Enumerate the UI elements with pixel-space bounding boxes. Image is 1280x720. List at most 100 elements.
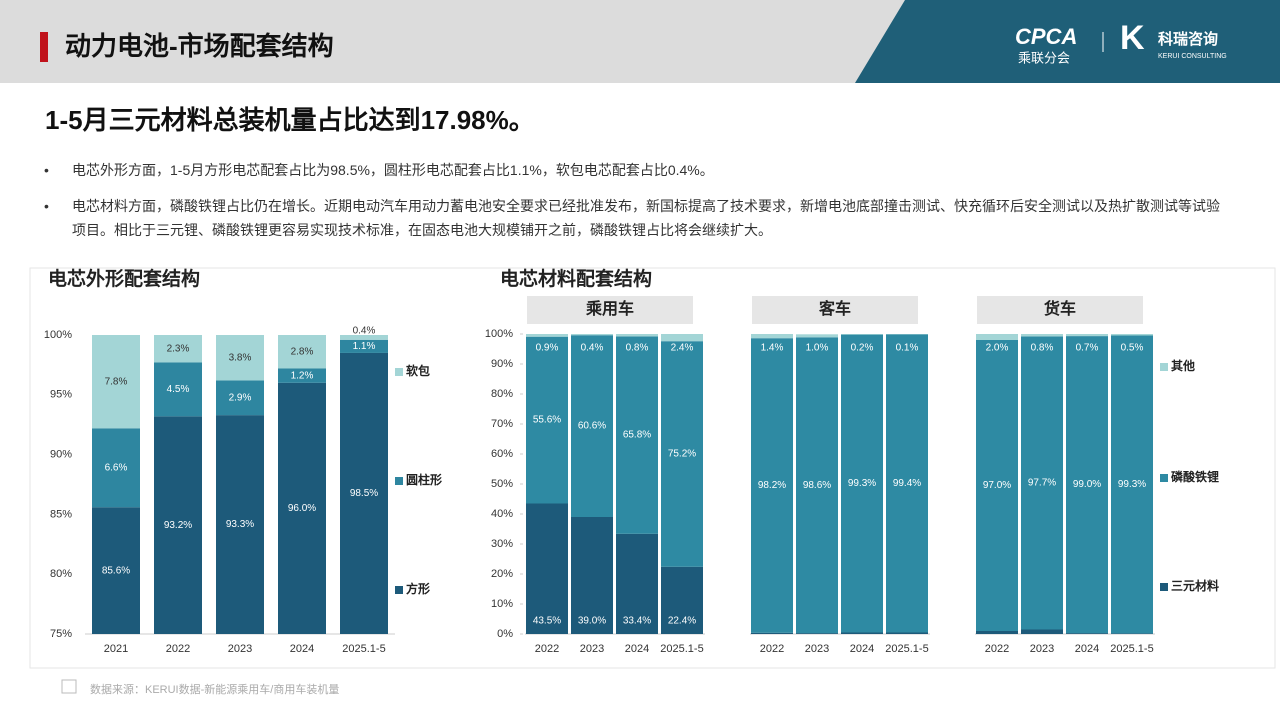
bar-segment: [661, 334, 703, 342]
y-tick-label: 20%: [491, 568, 513, 580]
legend-swatch: [1160, 474, 1168, 482]
value-label: 99.3%: [848, 478, 876, 489]
value-label: 0.8%: [626, 343, 649, 354]
value-label: 60.6%: [578, 421, 606, 432]
bar-segment: [616, 336, 658, 534]
bar-segment: [1111, 335, 1153, 634]
bar-segment: [1021, 334, 1063, 337]
value-label: 2.4%: [671, 343, 694, 354]
value-label: 93.3%: [226, 519, 254, 530]
panel-header: [977, 296, 1143, 324]
bar-segment: [340, 352, 388, 634]
bar-segment: [154, 416, 202, 634]
bar-segment: [526, 334, 568, 337]
value-label: 99.3%: [1118, 479, 1146, 490]
bar-segment: [154, 335, 202, 363]
value-label: 65.8%: [623, 430, 651, 441]
legend-swatch: [1160, 583, 1168, 591]
bar-segment: [216, 415, 264, 634]
bar-segment: [278, 382, 326, 634]
value-label: 1.1%: [353, 341, 376, 352]
value-label: 2.0%: [986, 343, 1009, 354]
legend-label: 三元材料: [1171, 578, 1219, 593]
bar-segment: [278, 335, 326, 369]
value-label: 39.0%: [578, 616, 606, 627]
value-label: 2.9%: [229, 392, 252, 403]
logo-sub: 乘联分会: [1018, 50, 1070, 65]
x-tick-label: 2022: [985, 643, 1009, 655]
panel-header: [752, 296, 918, 324]
x-tick-label: 2023: [580, 643, 604, 655]
headline: 1-5月三元材料总装机量占比达到17.98%。: [45, 105, 535, 135]
chart-title: 电芯外形配套结构: [48, 267, 200, 290]
y-tick-label: 90%: [491, 358, 513, 370]
y-tick-label: 80%: [491, 388, 513, 400]
bar-segment: [1021, 336, 1063, 630]
x-tick-label: 2024: [1075, 643, 1099, 655]
y-tick-label: 80%: [50, 568, 72, 580]
bar-segment: [92, 428, 140, 508]
bar-segment: [526, 503, 568, 634]
source-icon: [61, 679, 77, 694]
value-label: 0.7%: [1076, 343, 1099, 354]
bar-segment: [216, 380, 264, 416]
bar-segment: [526, 336, 568, 504]
value-label: 75.2%: [668, 449, 696, 460]
value-label: 4.5%: [167, 384, 190, 395]
y-tick-label: 90%: [50, 449, 72, 461]
bar-segment: [841, 334, 883, 633]
bar-segment: [216, 335, 264, 381]
value-label: 1.0%: [806, 343, 829, 354]
x-tick-label: 2024: [290, 643, 314, 655]
bullet: • 电芯外形方面，1-5月方形电芯配套占比为98.5%，圆柱形电芯配套占比1.1%…: [44, 162, 714, 178]
bar-segment: [92, 507, 140, 634]
value-label: 1.4%: [761, 343, 784, 354]
bar-segment: [661, 341, 703, 567]
value-label: 97.7%: [1028, 478, 1056, 489]
legend-label: 方形: [406, 581, 430, 596]
x-tick-label: 2023: [1030, 643, 1054, 655]
x-tick-label: 2025.1-5: [1110, 643, 1153, 655]
y-tick-label: 100%: [44, 329, 72, 341]
chart-title: 电芯材料配套结构: [500, 267, 652, 290]
value-label: 98.5%: [350, 488, 378, 499]
x-tick-label: 2025.1-5: [342, 643, 385, 655]
legend-swatch: [1160, 363, 1168, 371]
y-tick-label: 100%: [485, 328, 513, 340]
bar-segment: [1066, 336, 1108, 634]
bar-segment: [796, 337, 838, 634]
bullet: • 电芯材料方面，磷酸铁锂占比仍在增长。近期电动汽车用动力蓄电池安全要求已经批准发…: [44, 198, 1220, 238]
legend-label: 磷酸铁锂: [1171, 469, 1219, 484]
value-label: 96.0%: [288, 503, 316, 514]
brand: 科瑞咨询: [1158, 30, 1218, 48]
y-tick-label: 75%: [50, 628, 72, 640]
value-label: 99.0%: [1073, 479, 1101, 490]
y-tick-label: 10%: [491, 598, 513, 610]
bar-segment: [796, 334, 838, 338]
value-label: 98.6%: [803, 480, 831, 491]
value-label: 0.4%: [581, 343, 604, 354]
bar-segment: [154, 362, 202, 417]
bar-segment: [571, 334, 613, 336]
x-tick-label: 2023: [228, 643, 252, 655]
bar-segment: [841, 334, 883, 335]
bar-segment: [886, 334, 928, 633]
x-tick-label: 2022: [760, 643, 784, 655]
y-tick-label: 0%: [497, 628, 513, 640]
bar-segment: [751, 338, 793, 633]
bar-segment: [616, 334, 658, 337]
bullet-text: 电芯材料方面，磷酸铁锂占比仍在增长。近期电动汽车用动力蓄电池安全要求已经批准发布…: [72, 198, 1220, 238]
bar-segment: [976, 340, 1018, 631]
value-label: 0.5%: [1121, 343, 1144, 354]
x-tick-label: 2023: [805, 643, 829, 655]
legend-swatch: [395, 586, 403, 594]
brand-en: KERUI CONSULTING: [1158, 53, 1227, 60]
value-label: 0.8%: [1031, 343, 1054, 354]
panel-title: 货车: [1044, 299, 1076, 318]
title-marker: [40, 32, 48, 62]
bar-segment: [92, 335, 140, 429]
bar-segment: [976, 334, 1018, 340]
x-tick-label: 2024: [625, 643, 649, 655]
y-tick-label: 50%: [491, 478, 513, 490]
